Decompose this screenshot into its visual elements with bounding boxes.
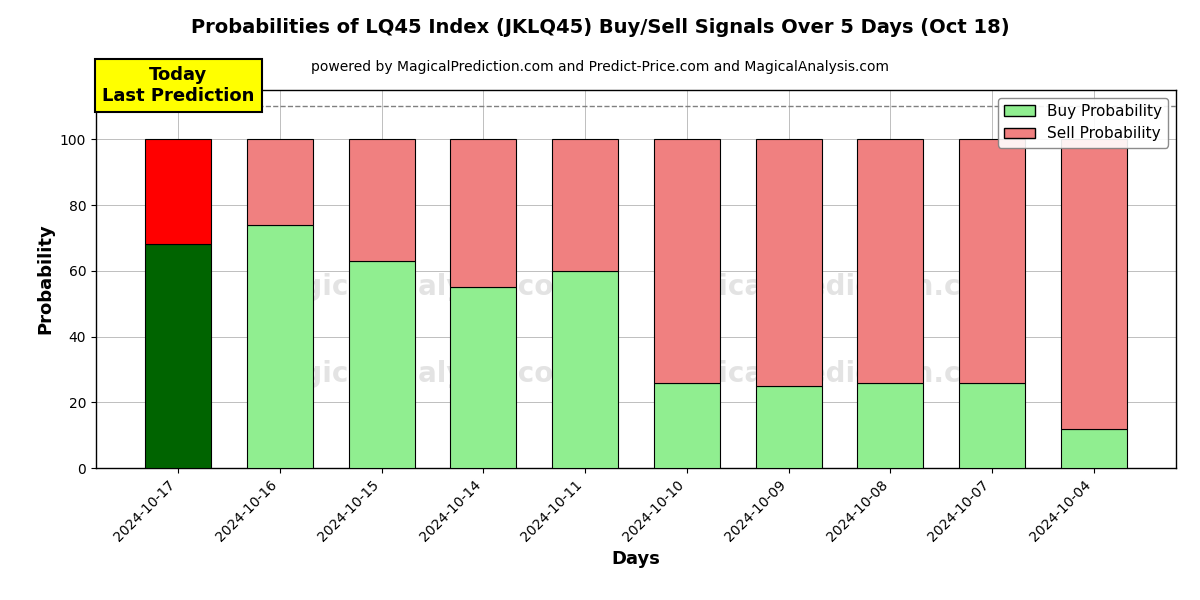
Bar [145,139,211,244]
Bar [857,139,924,383]
Bar [1061,139,1127,428]
Bar [348,261,415,468]
Bar [654,139,720,383]
Bar [552,271,618,468]
Bar [145,244,211,468]
Bar [1061,428,1127,468]
Bar [552,139,618,271]
Bar [756,386,822,468]
Bar [450,287,516,468]
Bar [348,139,415,261]
Text: Today
Last Prediction: Today Last Prediction [102,66,254,105]
Text: MagicalPrediction.com: MagicalPrediction.com [652,272,1009,301]
Text: MagicalAnalysis.com: MagicalAnalysis.com [257,272,583,301]
Bar [959,139,1025,383]
Legend: Buy Probability, Sell Probability: Buy Probability, Sell Probability [998,98,1169,148]
Text: Probabilities of LQ45 Index (JKLQ45) Buy/Sell Signals Over 5 Days (Oct 18): Probabilities of LQ45 Index (JKLQ45) Buy… [191,18,1009,37]
Bar [959,383,1025,468]
X-axis label: Days: Days [612,550,660,568]
Text: powered by MagicalPrediction.com and Predict-Price.com and MagicalAnalysis.com: powered by MagicalPrediction.com and Pre… [311,60,889,74]
Bar [654,383,720,468]
Text: MagicalPrediction.com: MagicalPrediction.com [652,359,1009,388]
Bar [450,139,516,287]
Bar [247,225,313,468]
Text: MagicalAnalysis.com: MagicalAnalysis.com [257,359,583,388]
Y-axis label: Probability: Probability [36,224,54,334]
Bar [756,139,822,386]
Bar [857,383,924,468]
Bar [247,139,313,225]
